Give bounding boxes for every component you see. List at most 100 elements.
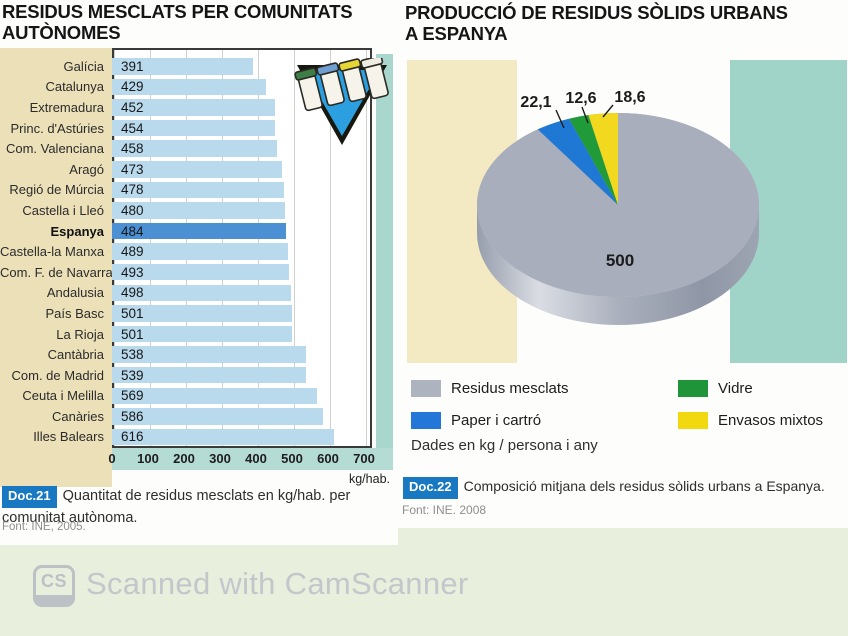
pie-leader-line [602, 104, 614, 118]
bar-track: 586 [112, 408, 372, 425]
bar-fill: 484 [112, 222, 287, 240]
bar-row-label: Regió de Múrcia [9, 182, 104, 198]
bar-value: 478 [121, 182, 144, 198]
x-tick: 500 [281, 451, 303, 466]
bar-row: Com. de Madrid 539 [0, 365, 372, 386]
bar-value: 616 [121, 429, 144, 445]
bar-value: 473 [121, 161, 144, 177]
bar-fill: 489 [112, 243, 289, 260]
bar-row-label: Com. de Madrid [11, 367, 104, 383]
camscanner-icon: CS [33, 565, 75, 607]
bar-row-label: Illes Balears [33, 429, 104, 445]
data-note: Dades en kg / persona i any [411, 437, 598, 454]
bar-fill: 480 [112, 202, 285, 219]
bar-row: Catalunya 429 [0, 77, 372, 98]
bin-green [294, 67, 323, 112]
right-chart-panel: PRODUCCIÓ DE RESIDUS SÒLIDS URBANS A ESP… [398, 0, 848, 528]
watermark-text: Scanned with CamScanner [86, 566, 469, 601]
left-chart-title-line1: RESIDUS MESCLATS PER COMUNITATS [2, 1, 353, 22]
bar-value: 586 [121, 408, 144, 424]
bar-value: 480 [121, 202, 144, 218]
bar-fill: 501 [112, 305, 293, 322]
legend-label: Vidre [718, 380, 753, 397]
x-tick: 0 [108, 451, 116, 466]
bar-row-label: Canàries [51, 408, 104, 424]
left-chart-title: RESIDUS MESCLATS PER COMUNITATS AUTÒNOME… [2, 1, 353, 43]
bar-fill: 478 [112, 181, 285, 199]
bar-fill: 458 [112, 140, 277, 157]
bar-track: 498 [112, 284, 372, 302]
legend-swatch [678, 380, 708, 397]
bar-row: Canàries 586 [0, 406, 372, 427]
pie-legend: Residus mesclats Vidre Paper i cartró Envas… [411, 380, 823, 429]
pie-slice [537, 118, 618, 205]
bar-fill: 493 [112, 263, 290, 281]
right-source: Font: INE. 2008 [402, 503, 487, 517]
bar-track: 538 [112, 346, 372, 363]
x-axis: 0 100 200 300 400 500 600 700 [108, 448, 393, 470]
bar-row-label: Extremadura [29, 99, 104, 115]
bar-track: 458 [112, 140, 372, 157]
bar-rows: Galícia 391 Catalunya 429 Extremadura 452 Prin… [0, 48, 372, 447]
bar-row: Regió de Múrcia 478 [0, 180, 372, 201]
bar-track: 484 [112, 222, 372, 240]
x-tick: 700 [353, 451, 375, 466]
bar-chart-label-panel [0, 48, 112, 487]
bar-row: La Rioja 501 [0, 324, 372, 345]
bar-row: Com. Valenciana 458 [0, 138, 372, 159]
bar-row-label: Galícia [63, 58, 104, 74]
bar-track: 569 [112, 387, 372, 405]
doc21-badge: Doc.21 [2, 486, 57, 508]
pie-slice [588, 113, 618, 205]
left-chart-panel: RESIDUS MESCLATS PER COMUNITATS AUTÒNOME… [0, 0, 398, 545]
bar-row: Castella-la Manxa 489 [0, 241, 372, 262]
bar-track: 493 [112, 263, 372, 281]
right-caption: Doc.22 Composició mitjana dels residus sò… [403, 476, 846, 499]
bar-value: 452 [121, 99, 144, 115]
pie-value-label: 22,1 [520, 94, 551, 111]
bar-value: 538 [121, 347, 144, 363]
bar-row-label: Com. F. de Navarra [0, 264, 113, 280]
bar-row: País Basc 501 [0, 303, 372, 324]
bar-fill: 429 [112, 78, 267, 96]
bar-track: 501 [112, 305, 372, 322]
bar-row: Cantàbria 538 [0, 344, 372, 365]
bar-row: Extremadura 452 [0, 97, 372, 118]
bar-row-label: Aragó [69, 161, 104, 177]
bar-row-label: Catalunya [45, 79, 104, 95]
legend-item: Envasos mixtos [678, 412, 823, 429]
left-caption-text: Quantitat de residus mesclats en kg/hab.… [2, 488, 351, 526]
camscanner-icon-letters: CS [40, 571, 67, 591]
bar-value: 429 [121, 79, 144, 95]
bar-fill: 538 [112, 346, 306, 363]
right-chart-title: PRODUCCIÓ DE RESIDUS SÒLIDS URBANS A ESP… [405, 2, 788, 44]
bar-fill: 616 [112, 428, 334, 446]
bar-track: 391 [112, 58, 372, 75]
bar-row-label: Ceuta i Melilla [22, 388, 104, 404]
legend-swatch [411, 380, 441, 397]
bar-row: Galícia 391 [0, 56, 372, 77]
legend-item: Residus mesclats [411, 380, 678, 397]
bar-fill: 498 [112, 284, 292, 302]
pie-groups: 500 22,1 12,6 18,6 [477, 89, 759, 325]
bar-row: Castella i Lleó 480 [0, 200, 372, 221]
left-source: Font: INE, 2005. [2, 521, 86, 533]
bar-row: Com. F. de Navarra 493 [0, 262, 372, 283]
bar-fill: 569 [112, 387, 317, 405]
bar-row: Princ. d'Astúries 454 [0, 118, 372, 139]
bar-value: 501 [121, 305, 144, 321]
bar-track: 473 [112, 161, 372, 178]
bar-track: 452 [112, 99, 372, 116]
bar-fill: 501 [112, 325, 293, 343]
bar-row: Illes Balears 616 [0, 427, 372, 448]
bar-row-label: Castella i Lleó [22, 202, 104, 218]
legend-swatch [678, 412, 708, 429]
bar-fill: 452 [112, 99, 275, 116]
left-caption: Doc.21 Quantitat de residus mesclats en k… [2, 486, 394, 529]
recycling-bins-icon [294, 58, 389, 145]
right-chart-title-line2: A ESPANYA [405, 22, 508, 44]
x-tick: 200 [173, 451, 195, 466]
bar-row-label: Espanya [50, 223, 104, 239]
bar-track: 478 [112, 181, 372, 199]
